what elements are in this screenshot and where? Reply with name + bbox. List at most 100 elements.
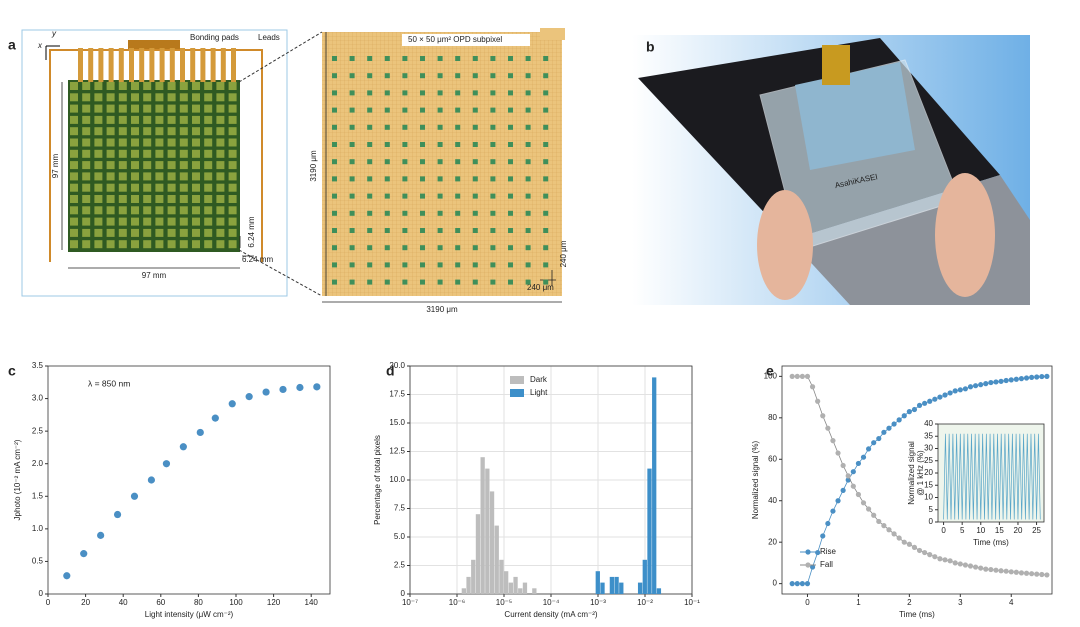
subpixel xyxy=(349,210,355,216)
pixel xyxy=(131,161,139,170)
pixel xyxy=(118,93,127,102)
point xyxy=(130,492,139,500)
pixel xyxy=(94,217,103,226)
y-tick-label: 1.5 xyxy=(32,491,44,500)
bonding-pad xyxy=(128,40,180,49)
subpixel xyxy=(508,73,513,79)
subpixel xyxy=(455,228,461,233)
subpixel xyxy=(349,159,355,165)
pixel xyxy=(82,82,91,90)
pixel xyxy=(192,183,200,192)
subpixel xyxy=(367,210,373,216)
pixel xyxy=(106,149,115,158)
pixel xyxy=(204,183,213,192)
pixel xyxy=(118,149,127,158)
point xyxy=(871,512,877,518)
pixel xyxy=(167,195,176,203)
subpixel xyxy=(490,176,496,182)
pixel xyxy=(155,93,164,102)
y-tick-label: 40 xyxy=(768,496,777,505)
pixel xyxy=(179,104,188,113)
pixel xyxy=(82,206,91,215)
pixel xyxy=(94,161,103,170)
point xyxy=(937,556,943,562)
y-tick-label: 1.0 xyxy=(32,524,44,533)
subpixel xyxy=(455,159,461,165)
axis-label: y xyxy=(51,29,57,38)
subpixel xyxy=(525,210,531,216)
subpixel xyxy=(525,73,531,79)
subpixel xyxy=(508,90,513,96)
pixel xyxy=(131,228,139,237)
pixel xyxy=(179,240,188,249)
point xyxy=(855,460,862,467)
pixel xyxy=(82,228,91,237)
pixel xyxy=(155,217,164,226)
pixel xyxy=(179,217,188,226)
point xyxy=(993,379,999,385)
pixel xyxy=(106,138,115,147)
pixel xyxy=(143,82,152,90)
point xyxy=(835,498,841,504)
y-tick-label: 20 xyxy=(768,537,777,546)
pixel xyxy=(192,115,200,124)
pixel xyxy=(143,127,152,136)
subpixel xyxy=(525,279,531,285)
pixel xyxy=(216,228,225,237)
y-tick-label: 80 xyxy=(768,413,777,422)
subpixel xyxy=(543,107,549,113)
hist-bar xyxy=(504,571,509,594)
subpixel xyxy=(543,210,549,216)
point xyxy=(998,568,1004,574)
x-tick-label: 20 xyxy=(1014,526,1023,535)
subpixel xyxy=(420,73,425,79)
point xyxy=(876,435,882,442)
pixel xyxy=(131,217,139,226)
pixel xyxy=(106,206,115,215)
x-tick-label: 5 xyxy=(960,526,965,535)
y-tick-label: 0 xyxy=(773,579,778,588)
subpixel xyxy=(349,56,355,61)
pixel xyxy=(228,172,237,181)
point xyxy=(1034,571,1040,577)
pixel xyxy=(167,206,176,215)
pixel xyxy=(155,104,164,113)
subpixel xyxy=(455,193,461,199)
point xyxy=(993,567,999,573)
point xyxy=(1039,571,1045,578)
pixel xyxy=(106,195,115,203)
x-tick-label: 0 xyxy=(805,598,810,607)
x-tick-label: 4 xyxy=(1009,598,1014,607)
subpixel xyxy=(543,245,549,251)
lead-bar xyxy=(220,48,226,82)
hist-bar xyxy=(619,582,624,594)
hist-bar xyxy=(642,559,647,594)
lead-bar xyxy=(78,48,83,82)
pixel xyxy=(70,206,78,215)
subpixel xyxy=(455,73,461,79)
pixel xyxy=(155,195,164,203)
panel-label: c xyxy=(8,363,16,379)
hist-bar xyxy=(461,588,467,594)
subpixel xyxy=(525,176,531,182)
subpixel xyxy=(543,159,549,165)
subpixel xyxy=(367,73,373,79)
point xyxy=(815,549,821,556)
subpixel xyxy=(384,228,390,233)
pixel xyxy=(131,172,139,181)
pixel xyxy=(216,127,225,136)
pixel xyxy=(155,149,164,158)
y-tick-label: 3.5 xyxy=(32,361,44,370)
point xyxy=(196,428,204,437)
point xyxy=(1013,569,1019,575)
hand xyxy=(757,190,813,300)
hist-bar xyxy=(518,588,523,594)
pixel xyxy=(131,104,139,113)
subpixel xyxy=(332,245,337,251)
lead-bar xyxy=(98,48,104,82)
pixel xyxy=(82,172,91,181)
y-tick-label: 10 xyxy=(924,493,933,502)
subpixel xyxy=(367,262,373,268)
pixel xyxy=(82,161,91,170)
subpixel xyxy=(455,90,461,96)
